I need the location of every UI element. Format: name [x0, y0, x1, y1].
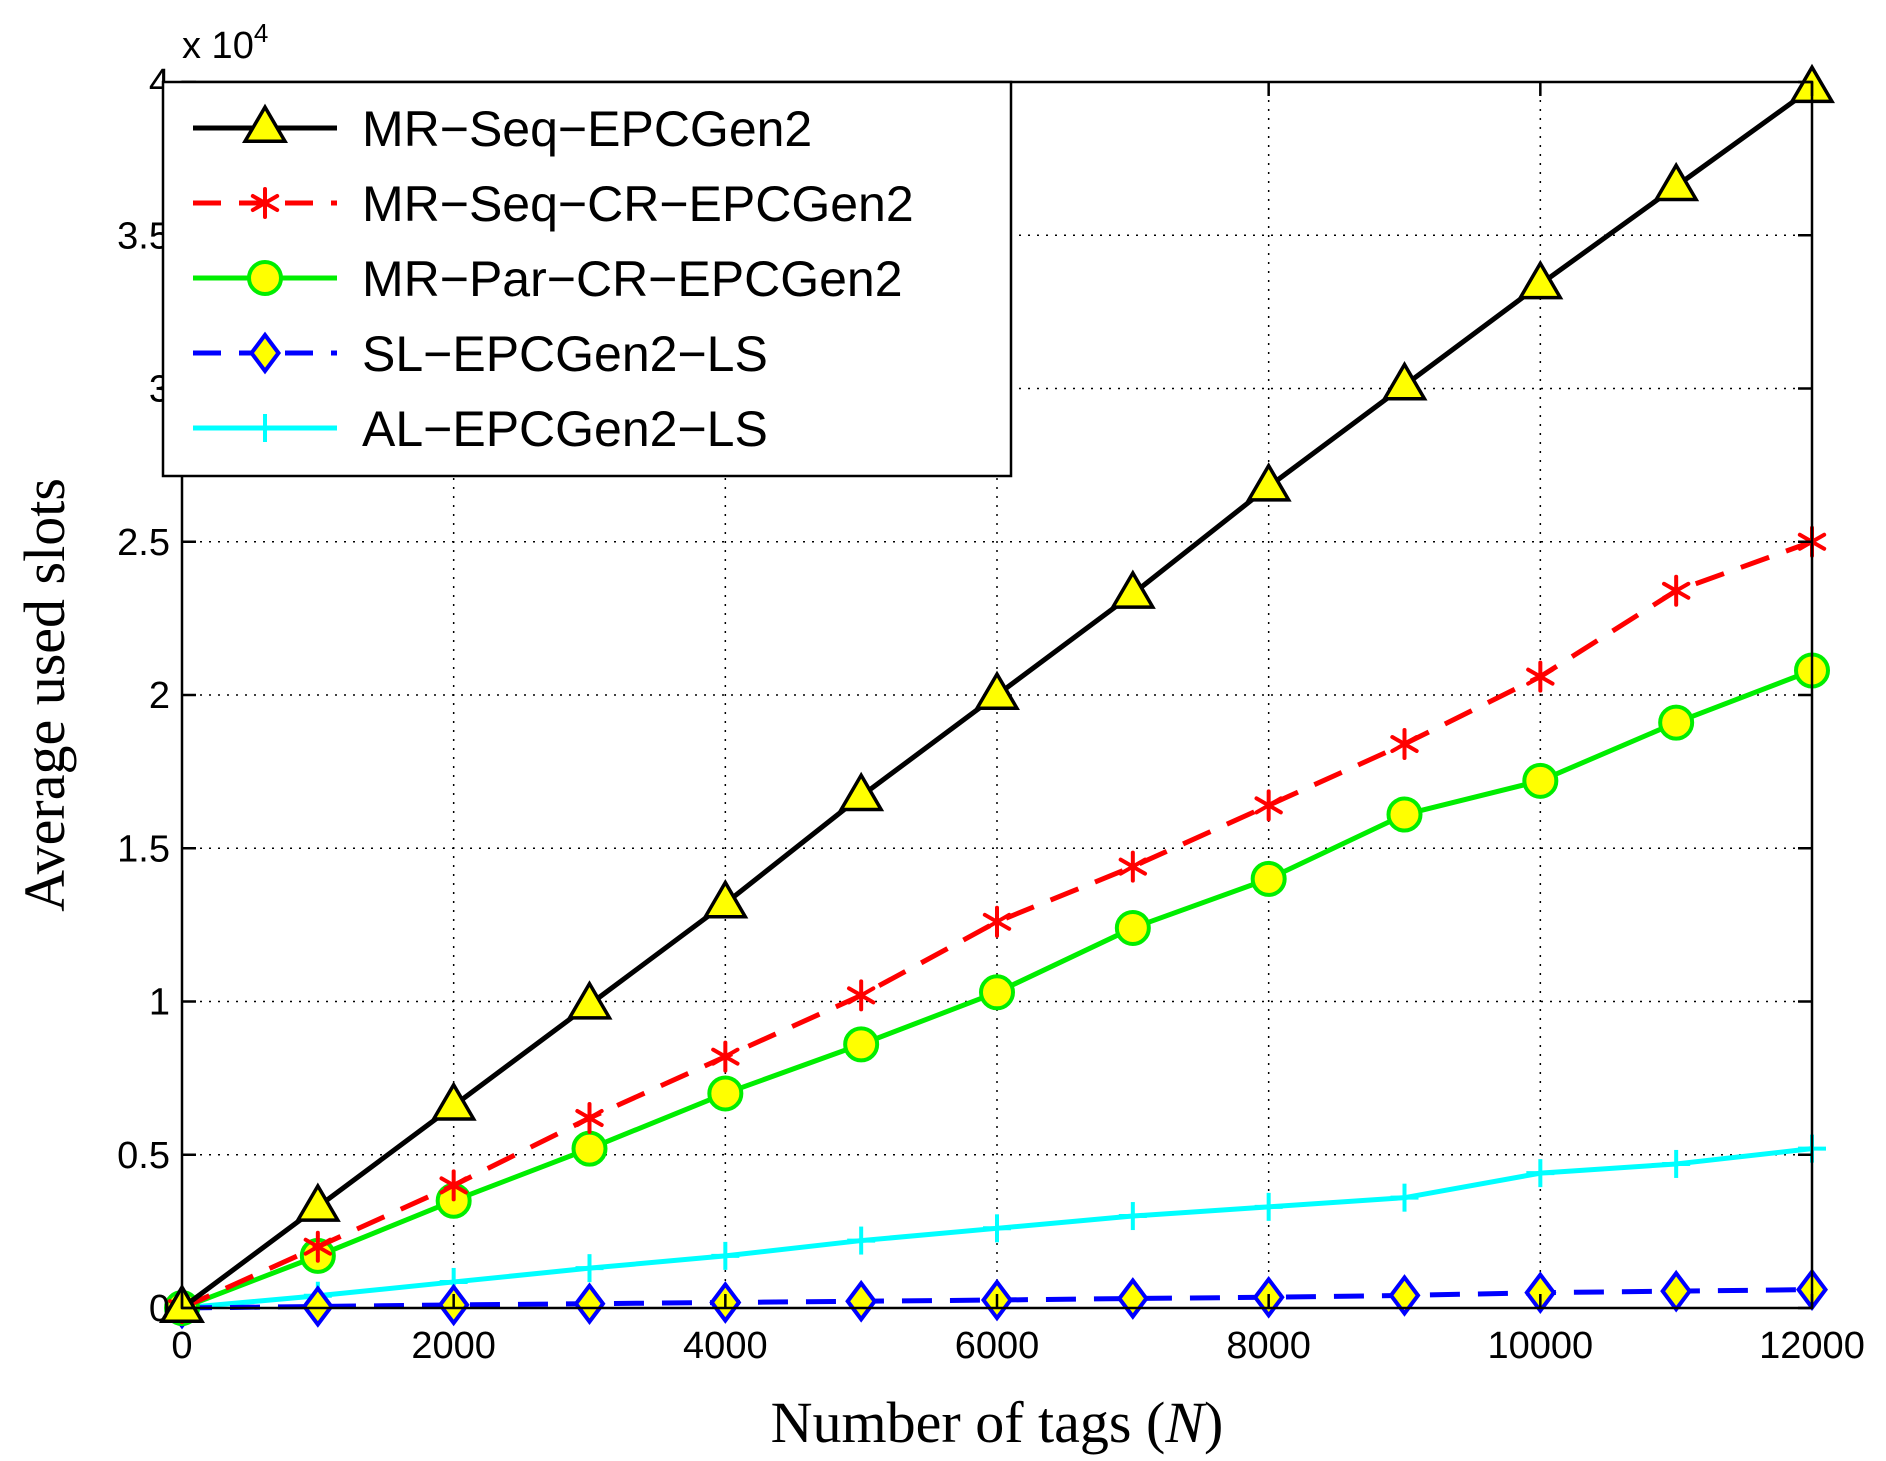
x-tick-label: 6000 — [955, 1325, 1040, 1367]
data-point-mr-par-cr-epcgen2 — [843, 1026, 880, 1063]
legend-marker-al-epcgen2-ls — [251, 414, 279, 442]
data-point-mr-seq-cr-epcgen2 — [1118, 850, 1148, 883]
data-point-mr-seq-cr-epcgen2 — [982, 905, 1012, 938]
data-point-al-epcgen2-ls — [1526, 1159, 1555, 1188]
y-tick-label: 1.5 — [117, 828, 170, 870]
legend-label-mr-seq-cr-epcgen2: MR−Seq−CR−EPCGen2 — [362, 176, 914, 232]
data-point-al-epcgen2-ls — [711, 1241, 740, 1270]
legend-label-sl-epcgen2-ls: SL−EPCGen2−LS — [362, 326, 768, 382]
x-tick-label: 4000 — [683, 1325, 768, 1367]
data-point-mr-seq-epcgen2 — [838, 771, 885, 812]
data-point-sl-epcgen2-ls — [845, 1279, 878, 1323]
legend-item-sl-epcgen2-ls: SL−EPCGen2−LS — [193, 326, 768, 382]
data-point-mr-par-cr-epcgen2 — [571, 1130, 608, 1167]
data-point-al-epcgen2-ls — [1662, 1149, 1691, 1178]
data-point-mr-seq-cr-epcgen2 — [439, 1169, 468, 1202]
x-tick-label: 10000 — [1487, 1325, 1593, 1367]
axis-ticks: 0 2000 4000 6000 8000 10000 12000 0 0.5 1 1.5 2 2.5 3… — [117, 62, 1865, 1367]
data-point-mr-seq-epcgen2 — [1653, 161, 1700, 202]
data-point-mr-seq-cr-epcgen2 — [575, 1101, 604, 1134]
legend-marker-mr-seq-epcgen2 — [242, 103, 288, 144]
legend-marker-mr-seq-cr-epcgen2 — [250, 187, 280, 219]
data-point-sl-epcgen2-ls — [1388, 1274, 1421, 1317]
data-point-sl-epcgen2-ls — [301, 1285, 334, 1328]
data-point-al-epcgen2-ls — [983, 1214, 1011, 1243]
series-mr-seq-cr-epcgen2 — [167, 525, 1827, 1324]
x-tick-label: 0 — [171, 1325, 192, 1367]
data-point-sl-epcgen2-ls — [573, 1282, 606, 1326]
data-point-al-epcgen2-ls — [1118, 1202, 1147, 1231]
data-point-mr-seq-cr-epcgen2 — [1526, 660, 1555, 693]
y-tick-label: 2 — [149, 675, 170, 717]
data-point-al-epcgen2-ls — [1254, 1192, 1283, 1221]
series-layer — [159, 63, 1835, 1330]
legend-marker-sl-epcgen2-ls — [249, 331, 281, 375]
y-tick-label: 0 — [149, 1288, 170, 1330]
x-axis-title: Number of tags (N) — [771, 1390, 1224, 1455]
x-tick-label: 8000 — [1226, 1325, 1311, 1367]
data-point-mr-seq-cr-epcgen2 — [303, 1230, 333, 1263]
legend-marker-mr-par-cr-epcgen2 — [247, 260, 283, 296]
data-point-mr-par-cr-epcgen2 — [1522, 762, 1559, 799]
y-tick-label: 1 — [149, 982, 170, 1024]
data-point-mr-seq-epcgen2 — [294, 1182, 341, 1222]
y-axis-title: Average used slots — [12, 478, 77, 912]
data-point-sl-epcgen2-ls — [1524, 1271, 1557, 1315]
data-point-mr-seq-cr-epcgen2 — [1254, 789, 1283, 822]
data-point-mr-seq-cr-epcgen2 — [1390, 728, 1419, 761]
data-point-mr-seq-epcgen2 — [1381, 361, 1428, 401]
legend: MR−Seq−EPCGen2 MR−Seq−CR−EPCGen2 MR−Par−CR… — [161, 80, 1013, 478]
y-tick-label: 0.5 — [117, 1135, 170, 1177]
data-point-mr-seq-epcgen2 — [1109, 569, 1156, 609]
data-point-al-epcgen2-ls — [1390, 1183, 1419, 1212]
data-point-mr-par-cr-epcgen2 — [1114, 909, 1151, 946]
legend-label-mr-par-cr-epcgen2: MR−Par−CR−EPCGen2 — [362, 251, 903, 307]
data-point-mr-par-cr-epcgen2 — [1386, 796, 1423, 833]
data-point-mr-par-cr-epcgen2 — [1250, 860, 1287, 897]
series-mr-seq-epcgen2 — [159, 63, 1835, 1324]
y-tick-label: 2.5 — [117, 522, 170, 564]
data-point-mr-par-cr-epcgen2 — [707, 1075, 744, 1112]
legend-label-mr-seq-epcgen2: MR−Seq−EPCGen2 — [362, 101, 812, 157]
data-point-mr-seq-epcgen2 — [974, 670, 1020, 711]
data-point-mr-seq-epcgen2 — [702, 879, 749, 919]
data-point-mr-seq-epcgen2 — [430, 1081, 477, 1121]
data-point-mr-seq-epcgen2 — [1517, 259, 1564, 300]
data-point-mr-seq-epcgen2 — [566, 980, 613, 1020]
data-point-mr-seq-cr-epcgen2 — [846, 979, 876, 1012]
data-point-mr-par-cr-epcgen2 — [979, 974, 1015, 1011]
x-tick-label: 2000 — [411, 1325, 496, 1367]
legend-item-mr-seq-cr-epcgen2: MR−Seq−CR−EPCGen2 — [193, 176, 914, 232]
data-point-mr-seq-cr-epcgen2 — [1661, 574, 1691, 607]
legend-item-al-epcgen2-ls: AL−EPCGen2−LS — [193, 401, 768, 457]
y-tick-label: 3.5 — [117, 215, 170, 257]
data-point-al-epcgen2-ls — [575, 1254, 604, 1283]
data-point-mr-par-cr-epcgen2 — [1658, 704, 1695, 741]
legend-label-al-epcgen2-ls: AL−EPCGen2−LS — [362, 401, 768, 457]
data-point-mr-seq-cr-epcgen2 — [711, 1040, 740, 1073]
data-point-mr-seq-epcgen2 — [1245, 462, 1292, 502]
legend-item-mr-par-cr-epcgen2: MR−Par−CR−EPCGen2 — [193, 251, 903, 307]
data-point-al-epcgen2-ls — [847, 1226, 876, 1255]
y-exponent-label: x 104 — [182, 18, 268, 67]
legend-item-mr-seq-epcgen2: MR−Seq−EPCGen2 — [193, 101, 812, 157]
x-tick-label: 12000 — [1759, 1325, 1865, 1367]
